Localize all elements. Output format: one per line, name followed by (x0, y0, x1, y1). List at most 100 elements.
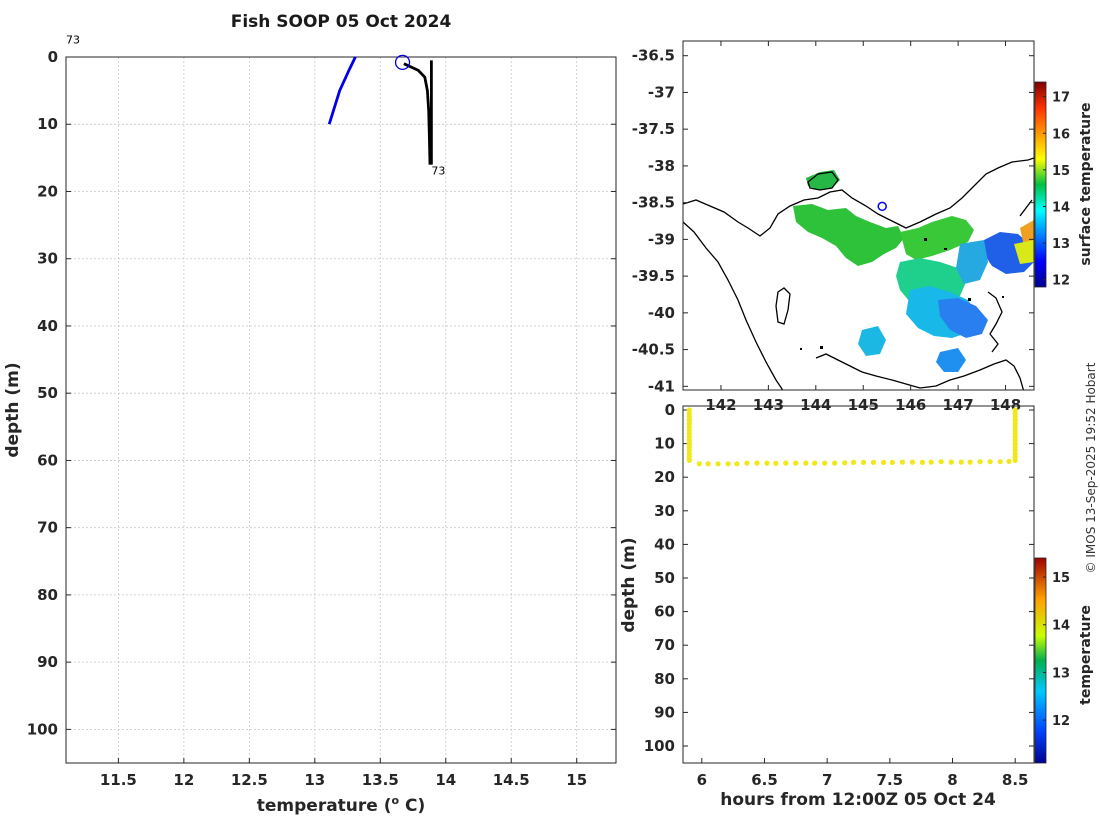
section-data-point (881, 459, 887, 465)
island (1002, 296, 1004, 298)
map-ytick-label: -37 (648, 83, 675, 101)
islands (800, 238, 1004, 350)
map-ytick-label: -38 (648, 157, 675, 175)
profile-surface-marker (394, 54, 411, 71)
section-xlabel: hours from 12:00Z 05 Oct 24 (720, 790, 996, 810)
profile-ytick-label: 90 (37, 653, 58, 671)
profile-ytick-label: 0 (48, 48, 58, 66)
profile-ytick-label: 50 (37, 384, 58, 402)
section-data-point (870, 459, 877, 465)
section-data-point (850, 459, 857, 465)
section-data-point (928, 459, 934, 465)
island (944, 248, 947, 250)
section-data-point (909, 459, 916, 465)
section-data-point (822, 460, 828, 466)
coastline-tasmania-north (815, 353, 1025, 390)
section-data-point (977, 459, 983, 465)
section-ytick-label: 50 (654, 569, 675, 587)
section-data-point (696, 461, 702, 467)
coastline-mainland (683, 157, 1034, 237)
map-xtick-label: 144 (800, 396, 831, 414)
section-data-point (1012, 407, 1018, 413)
profile-xtick-label: 12 (173, 771, 194, 789)
section-data-point (754, 460, 760, 466)
profile-ytick-label: 70 (37, 519, 58, 537)
section-xtick-label: 7.5 (877, 771, 904, 789)
map-xtick-label: 147 (942, 396, 973, 414)
section-colorbar-tick-label: 13 (1052, 666, 1070, 681)
section-ytick-label: 60 (654, 603, 675, 621)
profile-annotation: 73 (431, 165, 445, 178)
section-colorbar (1034, 557, 1047, 764)
profile-xlabel-sup: o (392, 794, 400, 807)
profile-xtick-label: 15 (566, 771, 587, 789)
island (924, 238, 927, 241)
section-data-point (715, 461, 721, 467)
section-data-point (948, 459, 954, 465)
section-data-point (997, 459, 1003, 465)
section-ytick-label: 30 (654, 502, 675, 520)
map-ytick-label: -41 (648, 377, 675, 395)
section-data-point (744, 460, 750, 466)
map-ytick-label: -38.5 (632, 194, 675, 212)
map-colorbar-tick-label: 15 (1052, 164, 1070, 179)
profile-series-line-1 (403, 62, 432, 165)
section-data-point (686, 457, 692, 463)
profile-xtick-label: 12.5 (231, 771, 268, 789)
profile-grid (66, 56, 616, 763)
island (800, 348, 802, 350)
section-xtick-label: 8.5 (1002, 771, 1029, 789)
sst-patch-bay (806, 170, 840, 190)
map-colorbar-tick-label: 13 (1052, 237, 1070, 252)
sst-patch-east-green (900, 216, 974, 260)
sst-map: 142 143 144 145 146 147 148-36.5-37-37.5-38-38… (632, 40, 1094, 414)
section-data-point (987, 459, 993, 465)
map-colorbar (1034, 81, 1047, 288)
coastline-bay (807, 171, 839, 191)
credit-text: © IMOS 13-Sep-2025 19:52 Hobart (1084, 362, 1098, 573)
map-xtick-label: 146 (895, 396, 926, 414)
profile-ticks: 11.5 12 12.5 13 13.5 14 14.5 15 0 10 20 30 40 50 60 70 8… (27, 48, 616, 789)
section-colorbar-label: temperature (1078, 605, 1094, 705)
profile-series (327, 54, 433, 165)
section-data-point (967, 459, 973, 465)
section-data-point (938, 459, 944, 465)
section-ylabel: depth (m) (619, 537, 639, 632)
map-ytick-label: -39 (648, 230, 675, 248)
profile-ytick-label: 30 (37, 250, 58, 268)
sst-patch-south2 (936, 348, 966, 372)
profile-ytick-label: 20 (37, 182, 58, 200)
section-ytick-label: 40 (654, 535, 675, 553)
section-data-point (764, 460, 770, 466)
profile-annotations: 73 73 (66, 34, 445, 178)
sst-patch-east-cyan (956, 240, 988, 284)
profile-xlabel: temperature (o C) (257, 794, 426, 816)
section-data-point (1006, 458, 1012, 464)
section-ytick-label: 10 (654, 435, 675, 453)
profile-annotation: 73 (66, 34, 80, 47)
section-data-point (919, 459, 926, 465)
map-xtick-label: 145 (848, 396, 879, 414)
section-colorbar-tick-label: 14 (1052, 619, 1070, 634)
profile-xtick-label: 11.5 (100, 771, 137, 789)
section-ticks: 6 6.5 7 7.5 8 8.5 0 10 20 30 40 50 60 70 80 90 100 (644, 401, 1034, 789)
map-ytick-label: -40 (648, 304, 675, 322)
sst-patch-yellow (1014, 240, 1034, 264)
section-ytick-label: 20 (654, 468, 675, 486)
sst-patch-south (858, 326, 886, 356)
map-xtick-label: 143 (753, 396, 784, 414)
section-frame (682, 405, 1035, 764)
section-ytick-label: 100 (644, 737, 675, 755)
map-colorbar-tick-label: 16 (1052, 127, 1070, 142)
map-colorbar-tick-label: 14 (1052, 200, 1070, 215)
profile-xtick-label: 13.5 (362, 771, 399, 789)
map-ytick-label: -36.5 (632, 47, 675, 65)
section-xtick-label: 8 (947, 771, 957, 789)
section-data-point (773, 460, 779, 466)
section-data-point (958, 459, 964, 465)
section-colorbar-ticks: 12 13 14 15 (1043, 571, 1070, 729)
section-xtick-label: 7 (822, 771, 832, 789)
map-content (683, 157, 1034, 390)
section-chart: 6 6.5 7 7.5 8 8.5 0 10 20 30 40 50 60 70 80 90 100 hours… (619, 401, 1094, 810)
profile-xlabel-end: C) (399, 796, 425, 816)
